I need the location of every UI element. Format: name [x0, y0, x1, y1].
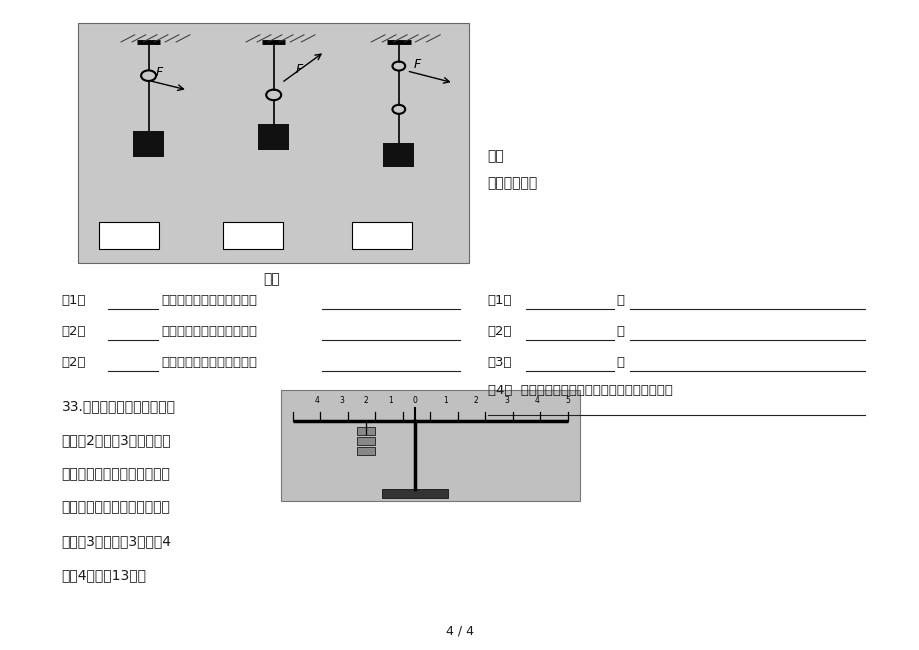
Text: （1）: （1）: [487, 294, 512, 307]
Text: 2: 2: [363, 396, 369, 406]
Text: 是动滑轮，动滑轮的作用是: 是动滑轮，动滑轮的作用是: [161, 294, 256, 307]
Bar: [383, 143, 414, 167]
Text: 2: 2: [473, 396, 478, 406]
Bar: [357, 427, 375, 436]
Text: 是滑轮组，滑轮组的作用是: 是滑轮组，滑轮组的作用是: [161, 356, 256, 369]
Text: 也挂上钩码，你能想出几种办: 也挂上钩码，你能想出几种办: [62, 500, 170, 515]
Text: 我的方法有：: 我的方法有：: [487, 176, 538, 190]
Text: 3: 3: [504, 396, 508, 406]
Text: C: C: [377, 228, 386, 242]
Text: 是定滑轮，定滑轮的作用是: 是定滑轮，定滑轮的作用是: [161, 325, 256, 338]
Text: （2）: （2）: [487, 325, 512, 338]
Bar: [382, 489, 448, 499]
Bar: [258, 124, 289, 150]
Text: 。: 。: [616, 356, 624, 369]
Text: 。: 。: [616, 325, 624, 338]
Text: 5: 5: [564, 396, 570, 406]
Bar: [99, 222, 159, 249]
Bar: [223, 222, 283, 249]
Text: 。: 。: [616, 294, 624, 307]
Text: （4）  通过以上实验数据分析，得出实验结论是：: （4） 通过以上实验数据分析，得出实验结论是：: [487, 384, 672, 396]
Text: A: A: [124, 228, 133, 242]
Bar: [78, 23, 469, 263]
Text: 1: 1: [443, 396, 448, 406]
Text: 0: 0: [413, 396, 417, 406]
Text: F: F: [295, 63, 302, 76]
Bar: [357, 447, 375, 455]
Text: （2）: （2）: [62, 325, 86, 338]
Text: 3: 3: [339, 396, 344, 406]
Bar: [280, 390, 579, 500]
Text: 图三: 图三: [487, 149, 504, 163]
Text: （3）: （3）: [487, 356, 512, 369]
Text: F: F: [414, 58, 421, 71]
Text: 小题4分，共13分）: 小题4分，共13分）: [62, 568, 146, 582]
Text: 4: 4: [534, 396, 539, 406]
Text: F: F: [156, 66, 163, 79]
Text: 4: 4: [314, 396, 319, 406]
Bar: [132, 131, 164, 157]
Text: 法（前3小题每题3分，第4: 法（前3小题每题3分，第4: [62, 534, 172, 549]
Bar: [357, 437, 375, 445]
Text: 1: 1: [388, 396, 392, 406]
Text: （2）: （2）: [62, 356, 86, 369]
Text: 4 / 4: 4 / 4: [446, 624, 473, 637]
Bar: [351, 222, 412, 249]
Text: 使杠杆尺平衡，在杠杆尺右边: 使杠杆尺平衡，在杠杆尺右边: [62, 467, 170, 481]
Text: （1）: （1）: [62, 294, 86, 307]
Text: 左边第2格固定3个钩码，要: 左边第2格固定3个钩码，要: [62, 433, 171, 447]
Text: 33.如图三所示，在杠杆尺的: 33.如图三所示，在杠杆尺的: [62, 399, 176, 413]
Text: 图二: 图二: [263, 272, 279, 287]
Text: B: B: [248, 228, 257, 242]
